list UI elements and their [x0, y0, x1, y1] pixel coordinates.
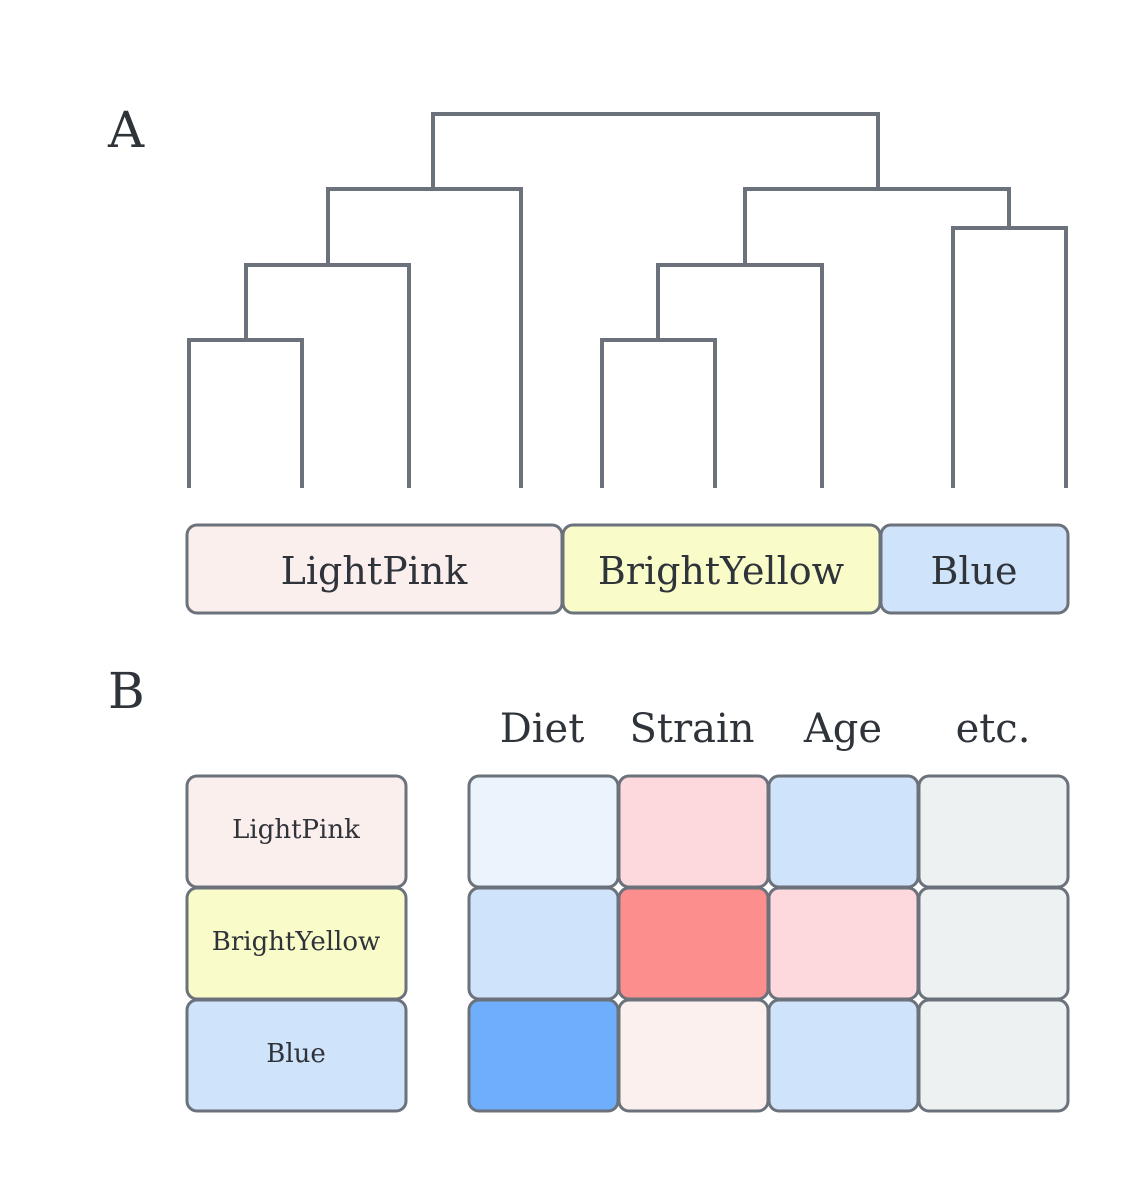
dendrogram [187, 112, 1068, 488]
column-label-etc: etc. [956, 706, 1031, 752]
cluster-label-lightpink: LightPink [281, 549, 469, 593]
row-label-lightpink: LightPink [232, 815, 360, 845]
heatmap-cell [617, 886, 770, 1001]
cluster-bar: LightPink BrightYellow Blue [185, 523, 1070, 615]
heatmap-cell [767, 886, 920, 1001]
row-label-blue: Blue [266, 1039, 326, 1069]
heatmap-grid [467, 774, 1070, 1113]
heatmap-row-labels: LightPink BrightYellow Blue [185, 774, 408, 1113]
column-label-diet: Diet [500, 706, 585, 752]
row-label-brightyellow: BrightYellow [212, 927, 381, 957]
heatmap-cell [617, 774, 770, 889]
heatmap-cell [467, 886, 620, 1001]
heatmap-cell [767, 774, 920, 889]
row-box-blue [185, 998, 408, 1113]
column-label-age: Age [803, 706, 882, 752]
panel-a-label: A [107, 101, 145, 159]
heatmap-cell [917, 774, 1070, 889]
cluster-box-blue [879, 523, 1070, 615]
cluster-label-brightyellow: BrightYellow [598, 549, 845, 593]
heatmap-cell [917, 998, 1070, 1113]
heatmap-column-labels: Diet Strain Age etc. [500, 706, 1031, 752]
column-label-strain: Strain [630, 706, 755, 752]
heatmap-cell [467, 774, 620, 889]
heatmap-cell [917, 886, 1070, 1001]
panel-b-label: B [108, 662, 145, 720]
cluster-label-blue: Blue [930, 549, 1017, 593]
heatmap-cell [767, 998, 920, 1113]
heatmap-cell [617, 998, 770, 1113]
heatmap-cell [467, 998, 620, 1113]
